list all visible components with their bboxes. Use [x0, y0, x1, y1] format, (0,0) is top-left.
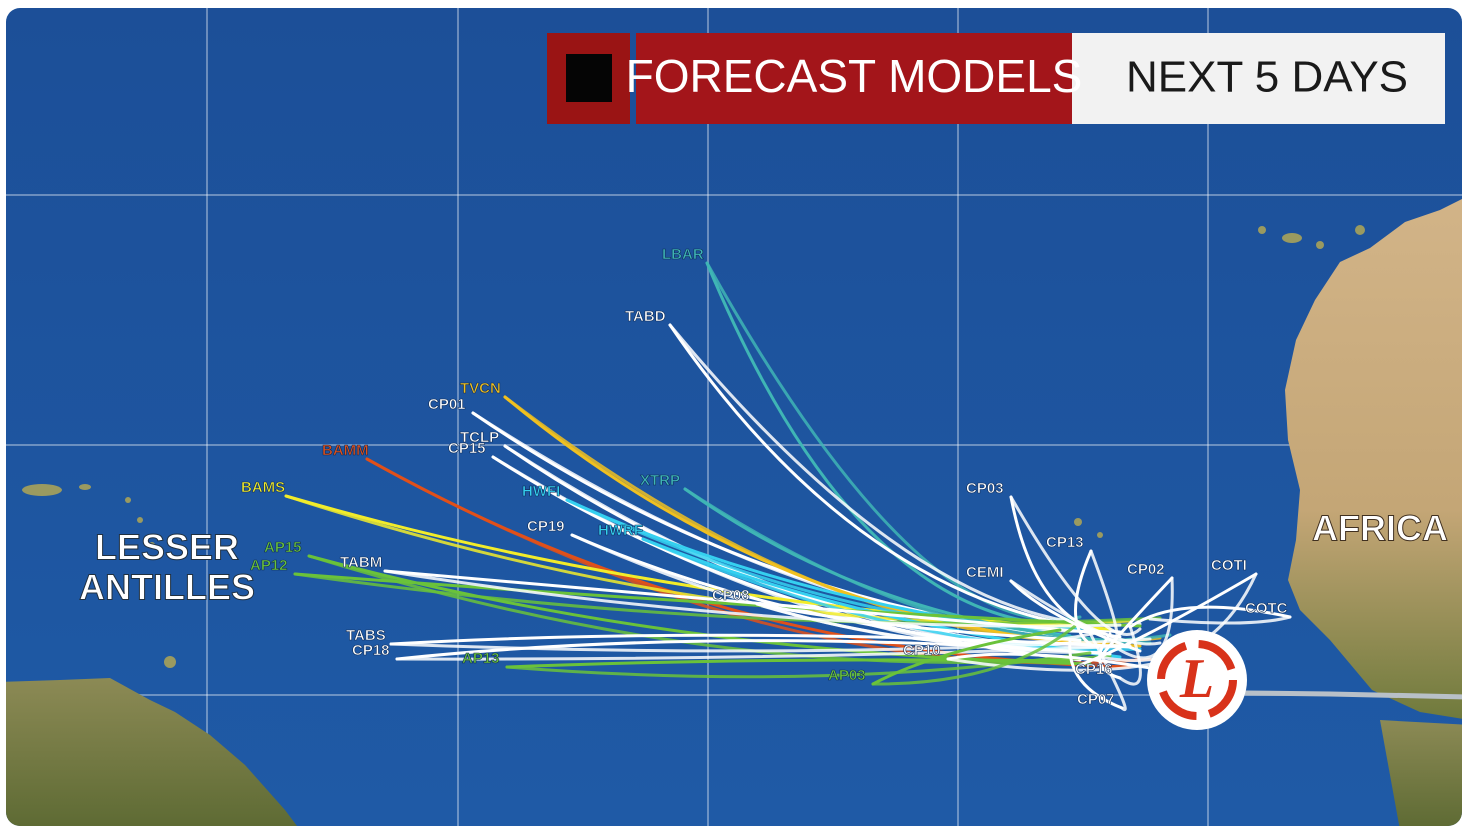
model-label: CP03 [966, 480, 1004, 497]
model-label: TVCN [460, 380, 501, 397]
model-label: CP02 [1127, 561, 1165, 578]
model-track [383, 569, 1102, 635]
model-label: HWFI [522, 483, 560, 500]
model-track [1128, 605, 1292, 629]
graticule [6, 8, 1462, 826]
model-track [395, 639, 1112, 661]
model-track [1009, 495, 1142, 636]
model-track [293, 572, 1142, 628]
model-track [389, 633, 1132, 649]
model-track [1118, 624, 1142, 686]
model-label: TABS [346, 627, 386, 644]
model-label: LBAR [662, 246, 704, 263]
model-label: TCLP [460, 429, 499, 446]
model-label: CP15 [448, 440, 486, 457]
south-america [6, 678, 300, 826]
model-track [1078, 572, 1258, 667]
model-tracks [284, 261, 1292, 712]
model-track [383, 569, 1122, 628]
model-label: CP01 [428, 396, 466, 413]
header-subtitle-box [1072, 33, 1445, 124]
model-label: BAMS [241, 479, 285, 496]
model-track [1009, 579, 1142, 653]
model-track [1098, 632, 1122, 680]
model-label: CP16 [1075, 661, 1113, 678]
model-label: CP08 [712, 587, 750, 604]
storm-icon: L [1147, 630, 1247, 730]
model-track [505, 651, 1092, 679]
model-label: AP15 [264, 539, 302, 556]
header-title-box [636, 33, 1072, 124]
model-track [1089, 549, 1119, 641]
header-icon [566, 54, 612, 102]
model-label: XTRP [640, 472, 680, 489]
model-label: TABM [340, 554, 382, 571]
model-label: CP10 [903, 642, 941, 659]
model-label: AP12 [250, 557, 288, 574]
model-track [705, 261, 1062, 627]
model-label: COTC [1245, 600, 1288, 617]
region-label: LESSER [95, 527, 239, 568]
ocean [6, 8, 1462, 826]
africa-land [1285, 195, 1462, 720]
model-track [293, 572, 1162, 625]
model-track [1088, 631, 1127, 712]
model-track [871, 620, 1082, 686]
model-track [946, 652, 1152, 670]
model-label: TABD [625, 308, 666, 325]
model-track [1074, 549, 1093, 646]
model-label: BAMM [322, 442, 369, 459]
model-label: HWRF [598, 522, 643, 539]
model-track [505, 658, 1072, 669]
model-label: AP03 [828, 667, 866, 684]
past-track [1244, 690, 1462, 700]
header-title: FORECAST MODELS [626, 50, 1083, 102]
model-label: CP18 [352, 642, 390, 659]
region-label: ANTILLES [79, 567, 255, 608]
model-track [1148, 615, 1292, 625]
model-label: CP07 [1077, 691, 1115, 708]
model-label: CP19 [527, 518, 565, 535]
header-subtitle: NEXT 5 DAYS [1126, 53, 1408, 102]
storm-symbol: L [1179, 648, 1214, 710]
africa-south [1380, 720, 1462, 826]
model-label: CP13 [1046, 534, 1084, 551]
islands [22, 225, 1365, 668]
model-track [1009, 579, 1162, 646]
region-label: AFRICA [1312, 508, 1448, 549]
model-label: CEMI [966, 564, 1004, 581]
model-label: COTI [1211, 557, 1247, 574]
model-track [871, 628, 1062, 686]
model-track [395, 644, 1132, 661]
model-track [755, 602, 1082, 642]
model-label: AP13 [462, 650, 500, 667]
model-track [1068, 639, 1124, 710]
model-track [755, 602, 1102, 646]
